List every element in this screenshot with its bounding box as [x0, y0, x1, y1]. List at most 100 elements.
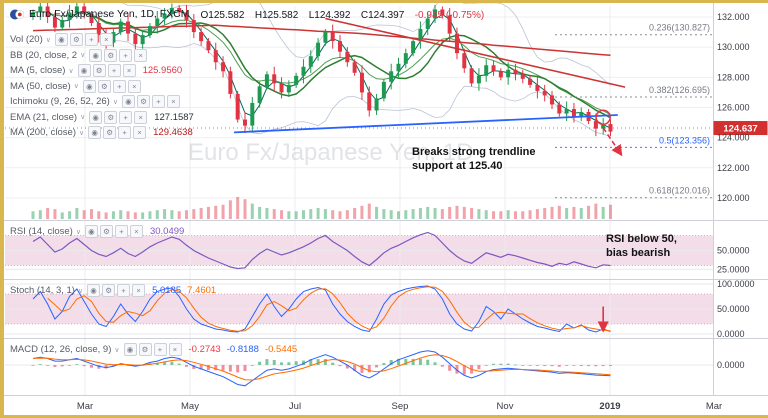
- settings-icon[interactable]: ⚙: [138, 343, 152, 357]
- annotation-line: Breaks strong trendline: [412, 146, 536, 158]
- chevron-down-icon[interactable]: ∨: [68, 67, 74, 75]
- eye-icon[interactable]: ◉: [82, 79, 96, 93]
- settings-icon[interactable]: ⚙: [104, 48, 118, 62]
- indicator-label[interactable]: RSI (14, close): [10, 226, 73, 238]
- volume-bars: [31, 197, 612, 219]
- close-icon[interactable]: ×: [134, 48, 148, 62]
- annotation-line: support at 125.40: [412, 159, 503, 172]
- eye-icon[interactable]: ◉: [77, 64, 91, 78]
- eye-icon[interactable]: ◉: [84, 225, 98, 239]
- stoch-plot: [32, 285, 611, 333]
- chevron-down-icon[interactable]: ∨: [45, 36, 51, 44]
- add-icon[interactable]: +: [119, 110, 133, 124]
- indicator-label[interactable]: Vol (20): [10, 34, 43, 46]
- indicator-label[interactable]: MACD (12, 26, close, 9): [10, 344, 112, 356]
- indicator-label[interactable]: Ichimoku (9, 26, 52, 26): [10, 96, 110, 108]
- indicator-value: -0.2743: [188, 344, 221, 356]
- add-icon[interactable]: +: [153, 343, 167, 357]
- settings-icon[interactable]: ⚙: [136, 95, 150, 109]
- ohlc-low: L124.392: [308, 10, 351, 21]
- eye-icon[interactable]: ◉: [88, 126, 102, 140]
- add-icon[interactable]: +: [118, 126, 132, 140]
- indicator-label[interactable]: BB (20, close, 2: [10, 49, 78, 61]
- last-price-tag: 124.637: [713, 121, 768, 136]
- annotation-line: bias bearish: [606, 246, 671, 259]
- indicator-label[interactable]: MA (5, close): [10, 65, 66, 77]
- add-icon[interactable]: +: [114, 225, 128, 239]
- settings-icon[interactable]: ⚙: [69, 33, 83, 47]
- indicator-value: -0.5445: [264, 344, 298, 356]
- settings-icon[interactable]: ⚙: [97, 79, 111, 93]
- chevron-down-icon[interactable]: ∨: [112, 98, 118, 106]
- svg-text:120.000: 120.000: [717, 193, 750, 203]
- add-icon[interactable]: +: [84, 33, 98, 47]
- close-icon[interactable]: ×: [166, 95, 180, 109]
- chevron-down-icon[interactable]: ∨: [73, 83, 79, 91]
- settings-icon[interactable]: ⚙: [103, 126, 117, 140]
- eye-icon[interactable]: ◉: [121, 95, 135, 109]
- indicator-row: RSI (14, close) ∨ ◉ ⚙ + × 30.0499: [10, 224, 184, 240]
- close-icon[interactable]: ×: [168, 343, 182, 357]
- chevron-down-icon[interactable]: ∨: [77, 287, 84, 295]
- indicator-value: 125.9560: [142, 65, 183, 77]
- time-axis[interactable]: Mar May Jul Sep Nov 2019 Mar: [77, 401, 722, 412]
- symbol-title-row: Euro Fx/Japanese Yen, 1D, FXCM O125.582 …: [10, 5, 484, 23]
- add-icon[interactable]: +: [119, 48, 133, 62]
- settings-icon[interactable]: ⚙: [104, 110, 118, 124]
- svg-text:2019: 2019: [599, 401, 620, 412]
- indicator-row: MA (200, close) ∨ ◉ ⚙ + × 129.4638: [10, 125, 484, 141]
- window-border-left: [0, 0, 4, 418]
- indicator-row: Ichimoku (9, 26, 52, 26) ∨ ◉ ⚙ + ×: [10, 94, 484, 110]
- chevron-down-icon[interactable]: ∨: [80, 52, 86, 60]
- chevron-down-icon[interactable]: ∨: [80, 114, 86, 122]
- chevron-down-icon[interactable]: ∨: [79, 129, 85, 137]
- indicator-row: Vol (20) ∨ ◉ ⚙ + ×: [10, 32, 484, 48]
- settings-icon[interactable]: ⚙: [99, 225, 113, 239]
- add-icon[interactable]: +: [151, 95, 165, 109]
- eye-icon[interactable]: ◉: [89, 110, 103, 124]
- indicator-label[interactable]: EMA (21, close): [10, 111, 78, 123]
- indicator-label[interactable]: Stoch (14, 3, 1): [10, 285, 75, 297]
- settings-icon[interactable]: ⚙: [92, 64, 106, 78]
- svg-text:126.000: 126.000: [717, 102, 750, 112]
- macd-legend: MACD (12, 26, close, 9) ∨ ◉ ⚙ + × -0.2743 -0.81…: [10, 342, 297, 358]
- close-icon[interactable]: ×: [132, 284, 146, 298]
- price-axis[interactable]: 132.000 130.000 128.000 126.000 124.000 122.0…: [717, 12, 755, 370]
- add-icon[interactable]: +: [112, 79, 126, 93]
- eye-icon[interactable]: ◉: [87, 284, 101, 298]
- close-icon[interactable]: ×: [133, 126, 147, 140]
- eye-icon[interactable]: ◉: [123, 343, 137, 357]
- close-icon[interactable]: ×: [127, 79, 141, 93]
- svg-text:0.0000: 0.0000: [717, 360, 745, 370]
- chevron-down-icon[interactable]: ∨: [114, 346, 120, 354]
- panel-separators[interactable]: [0, 0, 768, 396]
- eye-icon[interactable]: ◉: [89, 48, 103, 62]
- indicator-label[interactable]: MA (200, close): [10, 127, 76, 139]
- add-icon[interactable]: +: [117, 284, 131, 298]
- indicator-row: BB (20, close, 2 ∨ ◉ ⚙ + ×: [10, 48, 484, 64]
- close-icon[interactable]: ×: [99, 33, 113, 47]
- indicator-value: -0.8188: [226, 344, 259, 356]
- svg-text:122.000: 122.000: [717, 163, 750, 173]
- eye-icon[interactable]: ◉: [54, 33, 68, 47]
- indicator-row: MA (5, close) ∨ ◉ ⚙ + × 125.9560: [10, 63, 484, 79]
- close-icon[interactable]: ×: [122, 64, 136, 78]
- symbol-title[interactable]: Euro Fx/Japanese Yen, 1D, FXCM: [29, 8, 190, 20]
- break-circle: [595, 109, 611, 126]
- drawings[interactable]: [233, 17, 626, 157]
- indicator-label[interactable]: MA (50, close): [10, 80, 71, 92]
- svg-text:25.0000: 25.0000: [717, 264, 750, 274]
- settings-icon[interactable]: ⚙: [102, 284, 116, 298]
- indicator-row: Stoch (14, 3, 1) ∨ ◉ ⚙ + × 5.0185 7.4601: [10, 283, 216, 299]
- add-icon[interactable]: +: [107, 64, 121, 78]
- fib-levels[interactable]: 0.236(130.827) 0.382(126.695) 0.5(123.356)…: [555, 23, 712, 199]
- annotation-line: RSI below 50,: [606, 233, 677, 245]
- svg-text:100.0000: 100.0000: [717, 279, 755, 289]
- close-icon[interactable]: ×: [129, 225, 143, 239]
- chevron-down-icon[interactable]: ∨: [75, 228, 81, 236]
- close-icon[interactable]: ×: [134, 110, 148, 124]
- stoch-legend: Stoch (14, 3, 1) ∨ ◉ ⚙ + × 5.0185 7.4601: [10, 283, 216, 299]
- indicator-value: 129.4638: [153, 127, 193, 139]
- ohlc-change: -0.945 (-0.75%): [414, 10, 485, 21]
